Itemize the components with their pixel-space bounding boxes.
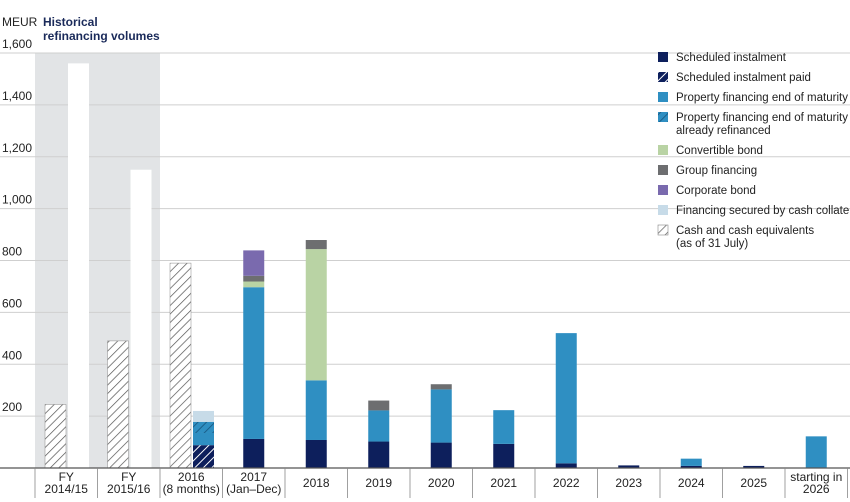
x-tick-label: 2015/16: [107, 482, 151, 496]
legend-label: Cash and cash equivalents: [676, 225, 814, 237]
cash-bar: [44, 404, 67, 469]
bar-segment: [243, 281, 265, 288]
bar-segment: [555, 333, 577, 464]
historical-label: refinancing volumes: [43, 29, 160, 43]
bar-segment: [680, 458, 702, 466]
historical-label: Historical: [43, 15, 98, 29]
bar-segment: [193, 432, 214, 446]
bar-segment: [430, 384, 452, 390]
x-tick-label: 2025: [740, 476, 767, 490]
bar-segment: [243, 287, 265, 439]
legend-label: Financing secured by cash collateral: [676, 205, 850, 217]
bar-segment: [555, 463, 577, 468]
legend-swatch: [658, 185, 668, 195]
x-tick-label: 2020: [428, 476, 455, 490]
x-tick-label: (8 months): [163, 482, 220, 496]
legend-label: Group financing: [676, 165, 757, 177]
x-tick-label: 2016: [178, 470, 205, 484]
bar-segment: [305, 439, 327, 468]
legend-swatch: [658, 165, 668, 175]
x-tick-label: 2014/15: [45, 482, 89, 496]
historical-bar: [130, 169, 152, 468]
bar-segment: [243, 438, 265, 468]
legend-label: Property financing end of maturity: [676, 112, 848, 124]
bar-segment: [368, 400, 390, 411]
y-tick-label: 200: [2, 400, 22, 414]
bar-segment: [243, 275, 265, 282]
historical-bar: [68, 63, 89, 468]
bar-segment: [618, 465, 640, 468]
bar-segment: [305, 380, 327, 440]
legend-swatch: [658, 112, 668, 122]
bar-segment: [805, 436, 827, 468]
legend-swatch: [658, 92, 668, 102]
bar-segment: [193, 421, 214, 433]
bar-segment: [243, 250, 265, 276]
bar-segment: [493, 410, 515, 444]
legend-label: Scheduled instalment: [676, 52, 787, 64]
y-tick-label: 400: [2, 348, 22, 362]
legend-label: Convertible bond: [676, 145, 763, 157]
x-tick-label: 2023: [615, 476, 642, 490]
x-tick-label: FY: [121, 470, 136, 484]
x-tick-label: 2024: [678, 476, 705, 490]
legend-label: Scheduled instalment paid: [676, 72, 811, 84]
bar-segment: [193, 445, 214, 468]
y-tick-label: 600: [2, 296, 22, 310]
legend-swatch: [658, 145, 668, 155]
x-tick-label: 2018: [303, 476, 330, 490]
x-tick-label: 2021: [490, 476, 517, 490]
y-tick-label: 1,600: [2, 37, 32, 51]
x-tick-label: 2022: [553, 476, 580, 490]
legend-swatch: [657, 224, 669, 236]
axis-layer: 200 400 600 800 1,000 1,200 1,400 1,600 MEUR Hist…: [0, 15, 850, 498]
legend-label: Property financing end of maturity: [676, 92, 848, 104]
legend-label: (as of 31 July): [676, 238, 748, 250]
y-tick-label: 800: [2, 245, 22, 259]
x-tick-label: 2019: [365, 476, 392, 490]
bar-segment: [368, 410, 390, 442]
bar-segment: [680, 465, 702, 468]
x-tick-label: (Jan–Dec): [226, 482, 281, 496]
legend-swatch: [658, 72, 668, 82]
y-tick-label: 1,400: [2, 89, 32, 103]
legend-swatch: [658, 205, 668, 215]
y-tick-label: 1,000: [2, 193, 32, 207]
x-tick-label: 2017: [240, 470, 267, 484]
legend-label: Corporate bond: [676, 185, 756, 197]
legend-swatch: [658, 52, 668, 62]
legend-label: already refinanced: [676, 125, 771, 137]
bar-segment: [743, 465, 765, 468]
bars-layer: [44, 63, 827, 469]
x-tick-label: FY: [59, 470, 74, 484]
bar-segment: [193, 410, 214, 422]
y-tick-label: 1,200: [2, 141, 32, 155]
cash-bar: [107, 340, 129, 469]
bar-segment: [305, 240, 327, 250]
x-tick-label: starting in: [790, 470, 842, 484]
bar-segment: [430, 389, 452, 443]
legend: Scheduled instalment Scheduled instalment…: [657, 52, 850, 250]
y-axis-unit: MEUR: [2, 15, 38, 29]
bar-segment: [493, 443, 515, 468]
bar-segment: [305, 249, 327, 381]
cash-bar: [169, 262, 192, 469]
bar-segment: [430, 442, 452, 468]
x-tick-label: 2026: [803, 482, 830, 496]
bar-segment: [368, 441, 390, 468]
